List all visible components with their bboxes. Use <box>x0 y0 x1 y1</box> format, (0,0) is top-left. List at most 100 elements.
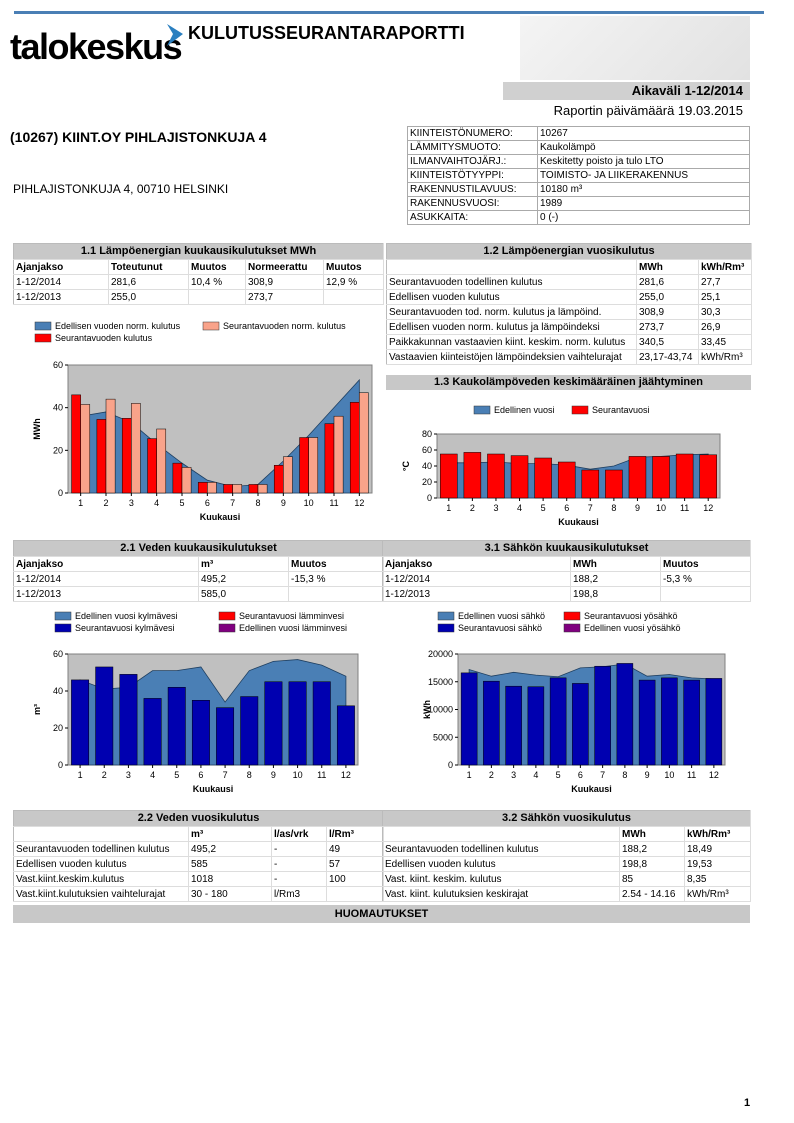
logo: talokeskus <box>10 26 183 67</box>
table-cell: - <box>271 871 327 887</box>
bar <box>510 455 529 499</box>
bar <box>605 469 623 499</box>
table-cell: 23,17-43,74 <box>636 349 699 365</box>
x-tick-label: 9 <box>281 498 286 508</box>
y-tick-label: 0 <box>58 760 63 770</box>
legend-label: Seurantavuosi yösähkö <box>584 611 678 621</box>
table-cell: 1-12/2014 <box>13 571 199 587</box>
legend-label: Seurantavuosi sähkö <box>458 623 542 633</box>
bar <box>232 484 243 494</box>
x-tick-label: 10 <box>304 498 314 508</box>
table-title-row: 1.1 Lämpöenergian kuukausikulutukset MWh <box>13 243 385 260</box>
bar <box>594 665 611 766</box>
legend-swatch <box>54 623 72 633</box>
bar <box>312 681 331 766</box>
chart: Edellinen vuosi sähkö Seurantavuosi sähkö… <box>422 611 726 794</box>
table-cell: Vast.kiint.keskim.kulutus <box>13 871 189 887</box>
table-cell: 18,49 <box>684 841 752 857</box>
table-cell <box>323 289 385 305</box>
bar <box>527 686 545 766</box>
table-cell <box>188 289 246 305</box>
table-cell: Seurantavuoden todellinen kulutus <box>13 841 189 857</box>
x-tick-label: 12 <box>341 770 351 780</box>
info-value: 10267 <box>537 126 750 141</box>
info-label: RAKENNUSVUOSI: <box>407 196 538 211</box>
column-header: MWh <box>570 556 661 572</box>
table-cell: Vast. kiint. keskim. kulutus <box>382 871 620 887</box>
x-axis-label: Kuukausi <box>558 517 599 527</box>
bar <box>675 453 694 499</box>
bar <box>167 687 186 766</box>
table-cell: 26,9 <box>698 319 752 335</box>
table-title: 2.2 Veden vuosikulutus <box>13 810 385 827</box>
table-row: Vastaavien kiinteistöjen lämpöindeksien … <box>386 349 752 365</box>
y-tick-label: 40 <box>53 403 63 413</box>
bar <box>299 437 309 494</box>
table-cell: 585,0 <box>198 586 289 602</box>
table-cell: Edellisen vuoden kulutus <box>382 856 620 872</box>
bar <box>283 456 293 494</box>
data-table: 1.2 Lämpöenergian vuosikulutus MWh kWh/Rm³… <box>386 243 752 365</box>
info-label: LÄMMITYSMUOTO: <box>407 140 538 155</box>
table-row: Vast.kiint.keskim.kulutus 1018-100 <box>13 871 385 887</box>
column-header: m³ <box>198 556 289 572</box>
bar <box>105 398 116 494</box>
column-header <box>382 826 620 842</box>
x-tick-label: 4 <box>150 770 155 780</box>
legend-label: Edellinen vuosi kylmävesi <box>75 611 178 621</box>
table-cell: 255,0 <box>108 289 189 305</box>
table-cell: -15,3 % <box>288 571 385 587</box>
x-tick-label: 12 <box>703 503 713 513</box>
bar <box>581 469 600 499</box>
table-title-row: 1.2 Lämpöenergian vuosikulutus <box>386 243 752 260</box>
table-row: 1-12/2013 585,0 <box>13 586 385 602</box>
info-row: KIINTEISTÖTYYPPI: TOIMISTO- JA LIIKERAKEN… <box>407 168 750 183</box>
x-axis-label: Kuukausi <box>193 784 234 794</box>
column-header: m³ <box>188 826 272 842</box>
x-tick-label: 5 <box>556 770 561 780</box>
y-tick-label: 0 <box>427 493 432 503</box>
bar <box>505 685 522 766</box>
legend-label: Edellinen vuosi lämminvesi <box>239 623 347 633</box>
x-tick-label: 11 <box>680 503 689 513</box>
column-header: Normeerattu <box>245 259 324 275</box>
column-header: l/Rm³ <box>326 826 385 842</box>
header-decoration <box>520 16 750 80</box>
table-cell: 281,6 <box>636 274 699 290</box>
info-value: Keskitetty poisto ja tulo LTO <box>537 154 750 169</box>
bar <box>71 394 81 494</box>
info-row: RAKENNUSTILAVUUS: 10180 m³ <box>407 182 750 197</box>
bar <box>534 457 552 499</box>
legend-label: Seurantavuosi kylmävesi <box>75 623 175 633</box>
bar <box>96 419 107 494</box>
table-title: 1.1 Lämpöenergian kuukausikulutukset MWh <box>13 243 385 260</box>
y-tick-label: 20000 <box>428 649 453 659</box>
bar <box>324 423 335 494</box>
report-title: KULUTUSSEURANTARAPORTTI <box>188 23 465 43</box>
bar <box>628 456 647 499</box>
bar <box>95 666 114 766</box>
table-row: 1-12/2014 188,2 -5,3 % <box>382 571 751 587</box>
x-tick-label: 8 <box>255 498 260 508</box>
table-cell: Vast. kiint. kulutuksien keskirajat <box>382 886 620 902</box>
legend-label: Edellinen vuosi <box>494 405 555 415</box>
info-label: KIINTEISTÖNUMERO: <box>407 126 538 141</box>
legend-swatch <box>218 623 236 633</box>
column-header: Muutos <box>660 556 751 572</box>
table-title-row: 3.1 Sähkön kuukausikulutukset <box>382 540 751 557</box>
y-tick-label: 60 <box>53 649 63 659</box>
table-row: Seurantavuoden todellinen kulutus 188,2 18… <box>382 841 752 857</box>
table-row: 1-12/2014 281,6 10,4 % 308,9 12,9 % <box>13 274 385 290</box>
table-row: Seurantavuoden todellinen kulutus 495,2-4… <box>13 841 385 857</box>
header-row: m³ l/as/vrk l/Rm³ <box>13 826 385 842</box>
x-tick-label: 2 <box>102 770 107 780</box>
x-tick-label: 8 <box>622 770 627 780</box>
column-header: MWh <box>636 259 699 275</box>
y-axis-label: m³ <box>32 704 42 715</box>
bar <box>288 681 307 766</box>
legend-swatch <box>202 321 220 331</box>
table-row: 1-12/2013 198,8 <box>382 586 751 602</box>
info-row: ASUKKAITA: 0 (-) <box>407 210 750 225</box>
column-header: kWh/Rm³ <box>698 259 752 275</box>
